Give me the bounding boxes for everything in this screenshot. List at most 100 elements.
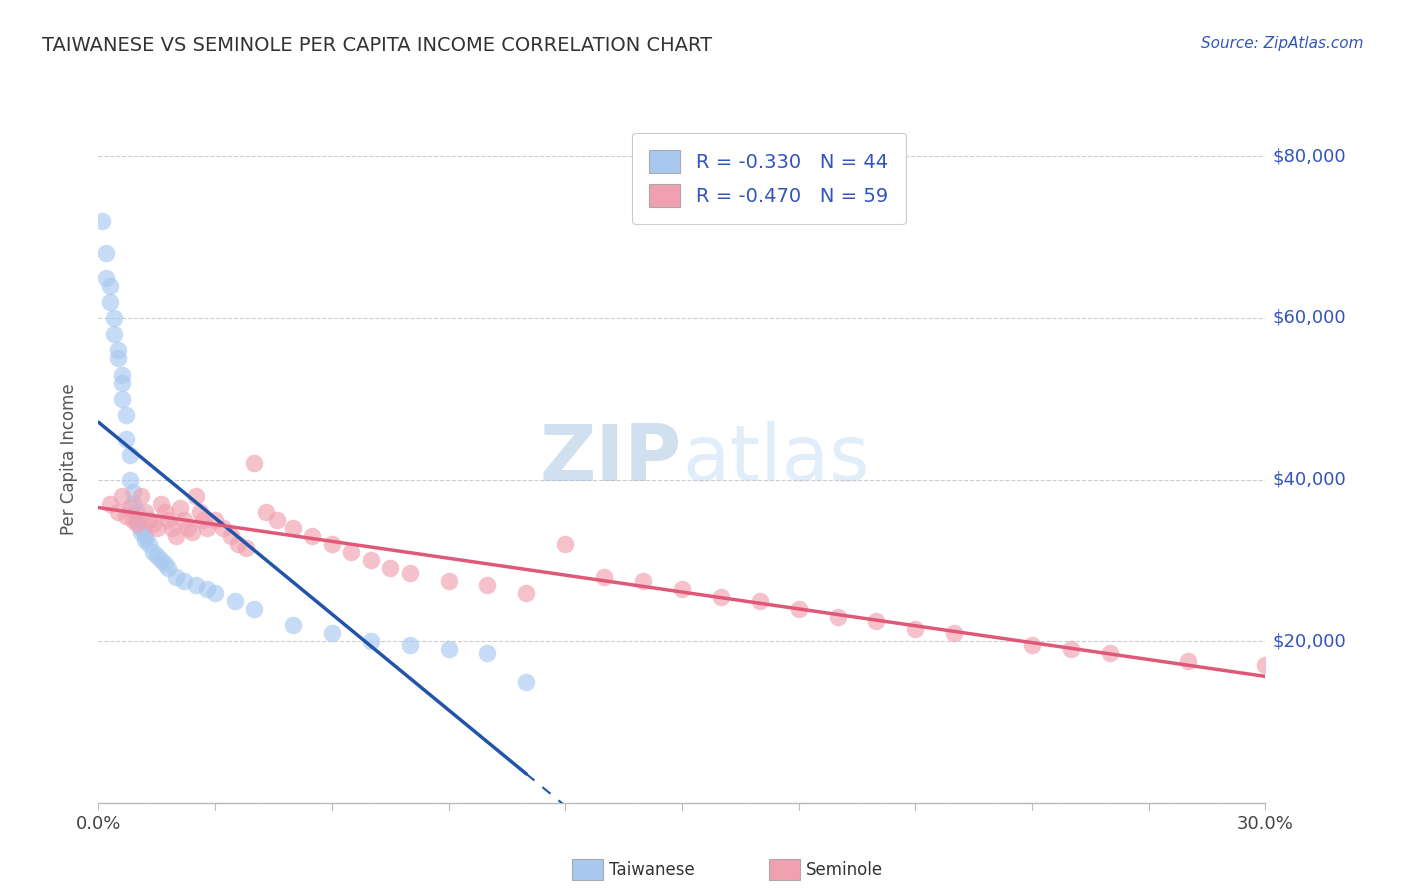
Point xyxy=(1098,646,1121,660)
Point xyxy=(153,558,176,572)
Text: $20,000: $20,000 xyxy=(1272,632,1346,650)
Point xyxy=(184,577,207,591)
Point xyxy=(107,351,129,366)
Point xyxy=(188,505,211,519)
Point xyxy=(266,513,288,527)
Point xyxy=(554,537,576,551)
Point xyxy=(129,521,152,535)
Point xyxy=(122,497,145,511)
Point xyxy=(138,537,160,551)
Point xyxy=(437,574,460,588)
Point xyxy=(98,497,121,511)
Point xyxy=(827,610,849,624)
Point xyxy=(129,525,152,540)
Point xyxy=(254,505,277,519)
Point xyxy=(118,448,141,462)
Point xyxy=(127,513,149,527)
Point xyxy=(378,561,402,575)
Point xyxy=(748,594,770,608)
Point xyxy=(142,545,165,559)
Point xyxy=(180,525,202,540)
Point xyxy=(91,214,114,228)
Point xyxy=(195,582,218,596)
Y-axis label: Per Capita Income: Per Capita Income xyxy=(59,384,77,535)
Point xyxy=(477,577,499,591)
Point xyxy=(224,594,246,608)
Text: Taiwanese: Taiwanese xyxy=(609,861,695,879)
Point xyxy=(865,614,887,628)
Point xyxy=(477,646,499,660)
Point xyxy=(787,602,810,616)
Point xyxy=(138,513,160,527)
Text: Source: ZipAtlas.com: Source: ZipAtlas.com xyxy=(1201,36,1364,51)
Point xyxy=(1060,642,1083,657)
Point xyxy=(149,553,172,567)
Point xyxy=(1021,638,1043,652)
Point xyxy=(153,505,176,519)
Point xyxy=(212,521,235,535)
Point xyxy=(177,521,200,535)
Point xyxy=(515,674,537,689)
Point xyxy=(515,585,537,599)
Point xyxy=(103,327,125,342)
Point xyxy=(118,500,141,515)
Point xyxy=(114,508,136,523)
Point xyxy=(107,343,129,358)
Point xyxy=(204,585,226,599)
Point xyxy=(301,529,323,543)
Point xyxy=(96,270,118,285)
Point xyxy=(149,497,172,511)
Point xyxy=(173,513,195,527)
Point xyxy=(111,392,134,406)
Text: ZIP: ZIP xyxy=(540,421,682,498)
Point xyxy=(437,642,460,657)
Legend: R = -0.330   N = 44, R = -0.470   N = 59: R = -0.330 N = 44, R = -0.470 N = 59 xyxy=(631,133,905,224)
Point xyxy=(169,500,191,515)
Point xyxy=(710,590,733,604)
Point xyxy=(157,561,180,575)
Point xyxy=(943,626,966,640)
Point xyxy=(243,602,266,616)
Point xyxy=(111,368,134,382)
Point xyxy=(146,521,169,535)
Point xyxy=(134,533,156,548)
Point xyxy=(111,376,134,390)
Point xyxy=(98,278,121,293)
Text: $60,000: $60,000 xyxy=(1272,309,1346,327)
Point xyxy=(243,457,266,471)
Point xyxy=(98,294,121,309)
Point xyxy=(127,516,149,531)
Point xyxy=(1254,658,1277,673)
Point xyxy=(398,566,420,580)
Point xyxy=(146,549,169,564)
Point xyxy=(122,484,145,499)
Point xyxy=(195,521,218,535)
Point xyxy=(228,537,250,551)
Point xyxy=(281,521,304,535)
Point xyxy=(235,541,257,556)
Point xyxy=(360,553,382,567)
Point xyxy=(204,513,226,527)
Point xyxy=(321,626,343,640)
Point xyxy=(193,513,215,527)
Text: $80,000: $80,000 xyxy=(1272,147,1346,165)
Point xyxy=(157,513,180,527)
Point xyxy=(1177,654,1199,668)
Point xyxy=(129,489,152,503)
Text: $40,000: $40,000 xyxy=(1272,471,1346,489)
Text: atlas: atlas xyxy=(682,421,869,498)
Point xyxy=(321,537,343,551)
Point xyxy=(111,489,134,503)
Point xyxy=(134,529,156,543)
Point xyxy=(219,529,242,543)
Point xyxy=(184,489,207,503)
Point xyxy=(281,618,304,632)
Point xyxy=(134,505,156,519)
Point xyxy=(96,246,118,260)
Text: TAIWANESE VS SEMINOLE PER CAPITA INCOME CORRELATION CHART: TAIWANESE VS SEMINOLE PER CAPITA INCOME … xyxy=(42,36,713,54)
Point xyxy=(360,634,382,648)
Point xyxy=(142,516,165,531)
Point xyxy=(340,545,363,559)
Point xyxy=(398,638,420,652)
Point xyxy=(103,310,125,325)
